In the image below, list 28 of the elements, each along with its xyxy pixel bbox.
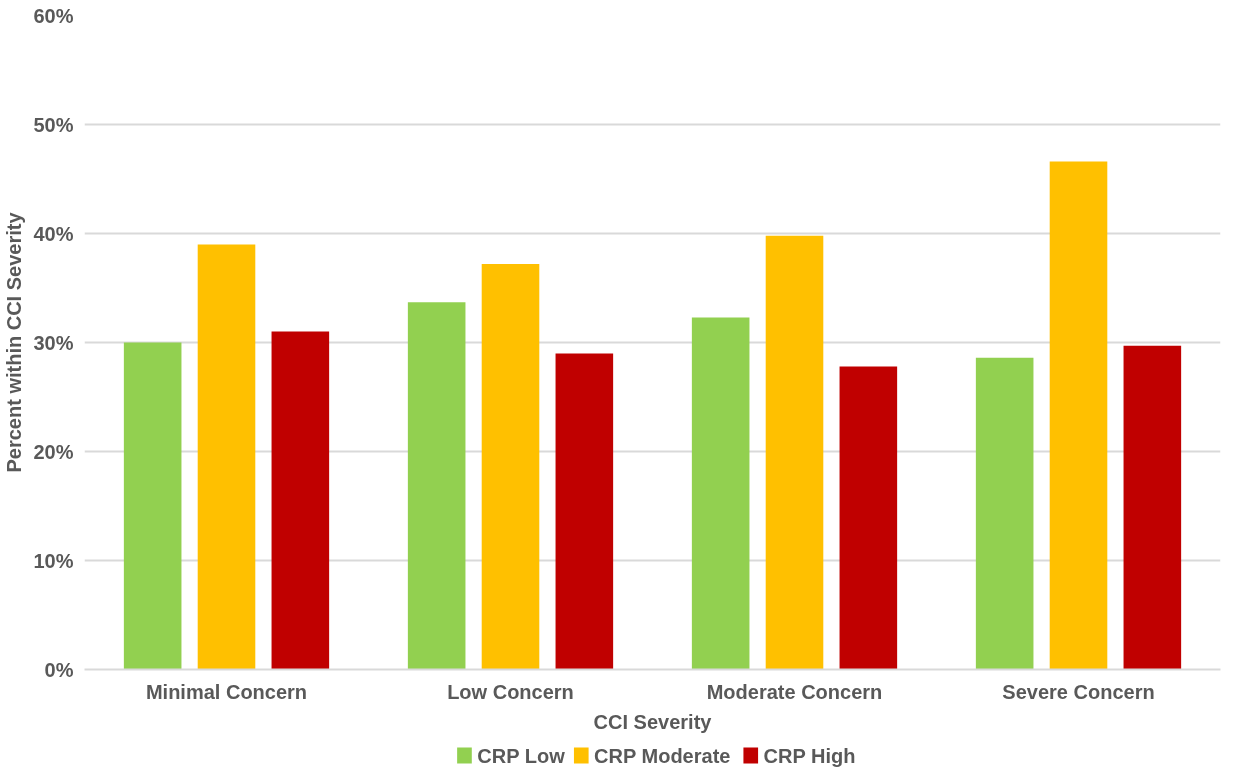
bar	[691, 317, 750, 670]
y-tick-label: 60%	[33, 4, 74, 27]
legend-label: CRP High	[763, 744, 856, 767]
y-tick-label: 50%	[33, 113, 74, 136]
bar	[271, 331, 330, 670]
bar	[975, 357, 1034, 670]
bar	[123, 342, 182, 670]
x-tick-label: Severe Concern	[1002, 680, 1155, 703]
bar	[481, 264, 540, 670]
bar	[1049, 161, 1108, 670]
y-axis-title: Percent within CCI Severity	[3, 211, 26, 473]
legend-label: CRP Low	[477, 744, 566, 767]
y-tick-label: 40%	[33, 222, 74, 245]
bar	[839, 366, 898, 670]
x-tick-label: Moderate Concern	[706, 680, 883, 703]
bar	[555, 353, 614, 670]
legend-label: CRP Moderate	[594, 744, 731, 767]
x-tick-label: Minimal Concern	[145, 680, 308, 703]
x-tick-label: Low Concern	[447, 680, 574, 703]
y-tick-label: 20%	[33, 440, 74, 463]
bar	[765, 235, 824, 670]
bar	[407, 302, 466, 670]
bar	[1123, 345, 1182, 670]
bar	[197, 244, 256, 670]
y-tick-label: 0%	[44, 658, 74, 681]
y-tick-label: 10%	[33, 549, 74, 572]
x-axis-title: CCI Severity	[593, 710, 713, 733]
y-tick-label: 30%	[33, 331, 74, 354]
